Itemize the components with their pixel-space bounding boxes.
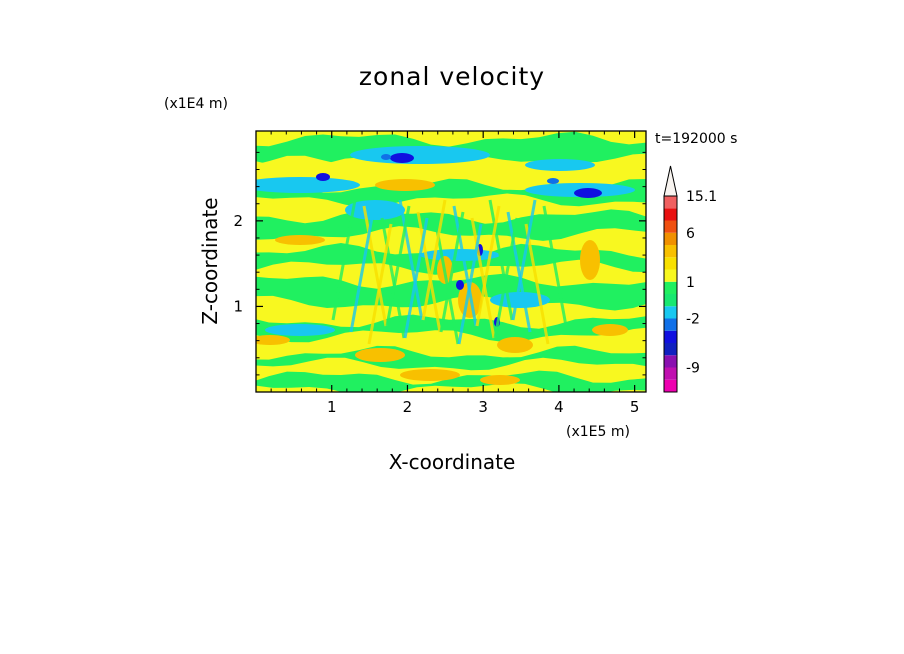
streak: [349, 211, 375, 333]
green-band: [256, 345, 646, 371]
streak: [421, 199, 447, 321]
streak: [385, 205, 411, 327]
orange-region: [480, 375, 520, 385]
green-band: [256, 370, 646, 392]
streak: [506, 211, 532, 333]
blue-core: [316, 173, 330, 181]
streak: [542, 205, 568, 327]
plot-frame: [255, 130, 647, 393]
x-unit-label: (x1E5 m): [566, 424, 630, 440]
cyan-region: [256, 177, 360, 193]
blue-core: [381, 154, 391, 160]
streak: [524, 223, 550, 345]
blue-core: [456, 280, 464, 290]
colorbar-segment: [664, 257, 677, 270]
orange-region: [275, 235, 325, 245]
colorbar-segment: [664, 269, 677, 282]
colorbar-segment: [664, 208, 677, 221]
colorbar-segment: [664, 379, 677, 392]
cyan-region: [350, 146, 490, 164]
green-band: [256, 314, 646, 343]
streak: [493, 217, 519, 339]
streak: [511, 199, 537, 321]
colorbar-segment: [664, 318, 677, 331]
blue-core: [390, 153, 414, 163]
streak: [452, 205, 478, 327]
colorbar-segment: [664, 281, 677, 294]
colorbar-segment: [664, 245, 677, 258]
cyan-region: [345, 200, 405, 220]
orange-region: [375, 179, 435, 191]
blue-core: [574, 188, 602, 198]
x-tick-label: 2: [403, 398, 413, 416]
streak: [398, 199, 424, 321]
x-tick-label: 5: [630, 398, 640, 416]
orange-region: [497, 337, 533, 353]
streak: [470, 217, 496, 339]
streak: [488, 199, 514, 321]
streak: [380, 217, 406, 339]
colorbar-segment: [664, 306, 677, 319]
y-unit-label: (x1E4 m): [164, 96, 228, 112]
x-axis-label: X-coordinate: [389, 450, 516, 474]
colorbar-extension: [663, 165, 678, 197]
orange-region: [400, 369, 460, 381]
colorbar-label: -9: [686, 361, 700, 377]
colorbar-segment: [664, 330, 677, 343]
colorbar-label: 6: [686, 226, 695, 242]
colorbar-label: 15.1: [686, 189, 717, 205]
colorbar-segment: [664, 232, 677, 245]
colorbar-segment: [664, 220, 677, 233]
streak: [331, 199, 357, 321]
y-axis-ticks: 12: [233, 151, 646, 376]
orange-region: [256, 335, 290, 345]
colorbar-segment: [664, 294, 677, 307]
y-axis-label: Z-coordinate: [198, 197, 222, 324]
colorbar-segment: [664, 355, 677, 368]
streak: [434, 223, 460, 345]
colorbar-label: 1: [686, 275, 695, 291]
x-tick-label: 3: [478, 398, 488, 416]
streak: [457, 223, 483, 345]
y-tick-label: 1: [233, 297, 243, 315]
streak: [439, 211, 465, 333]
streak: [475, 205, 501, 327]
orange-region: [580, 240, 600, 280]
colorbar-segment: [664, 196, 677, 209]
cyan-region: [490, 292, 550, 308]
colorbar-segment: [664, 343, 677, 356]
x-axis-ticks: 1 2 3 4 5: [270, 131, 640, 416]
time-label: t=192000 s: [655, 131, 737, 147]
streak: [362, 205, 388, 327]
colorbar-frame: [663, 195, 678, 393]
streak: [367, 223, 393, 345]
colorbar-label: -2: [686, 312, 700, 328]
orange-region: [592, 324, 628, 336]
x-tick-label: 1: [327, 398, 337, 416]
velocity-field: [256, 131, 646, 392]
cyan-region: [525, 159, 595, 171]
x-tick-label: 4: [554, 398, 564, 416]
chart-title: zonal velocity: [359, 62, 545, 91]
orange-region: [355, 348, 405, 362]
y-tick-label: 2: [233, 212, 243, 230]
cyan-region: [265, 324, 335, 336]
streak: [416, 211, 442, 333]
colorbar-segment: [664, 367, 677, 380]
colorbar: 15.1 6 1 -2 -9: [663, 165, 717, 393]
blue-core: [547, 178, 559, 184]
streak: [403, 217, 429, 339]
